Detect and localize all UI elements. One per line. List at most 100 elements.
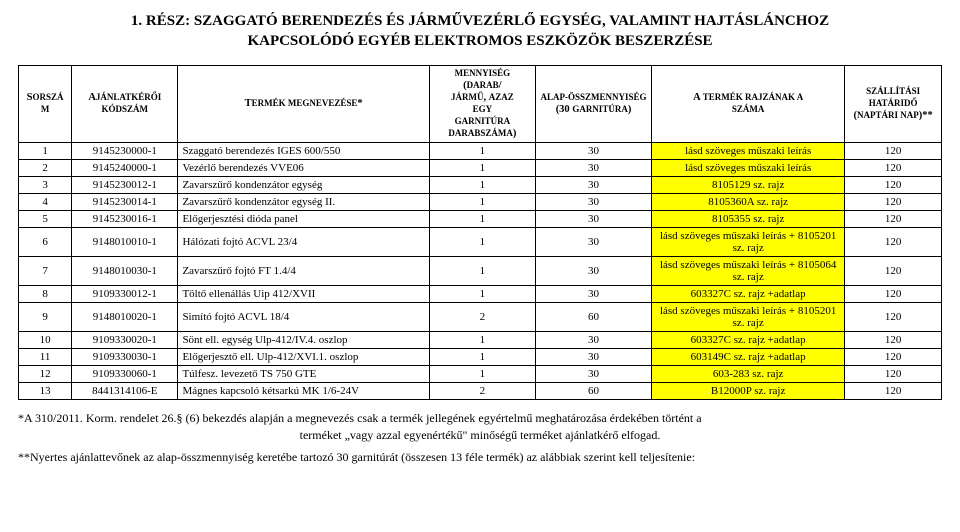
cell-nev: Túlfesz. levezető TS 750 GTE: [178, 366, 429, 383]
cell-sorszam: 12: [19, 366, 72, 383]
cell-deadline: 120: [845, 303, 942, 332]
cell-sorszam: 8: [19, 286, 72, 303]
table-row: 49145230014-1Zavarszűrő kondenzátor egys…: [19, 194, 942, 211]
hdr-txt: TERMÉK RAJZÁNAK A: [703, 92, 804, 102]
cell-deadline: 120: [845, 383, 942, 400]
cell-total: 30: [536, 143, 652, 160]
title-line-2: KAPCSOLÓDÓ EGYÉB ELEKTROMOS ESZKÖZÖK BES…: [247, 33, 712, 49]
hdr-txt: T: [245, 98, 252, 109]
cell-qty: 1: [429, 349, 535, 366]
hdr-txt: ): [628, 104, 632, 115]
cell-total: 30: [536, 228, 652, 257]
cell-deadline: 120: [845, 349, 942, 366]
table-row: 19145230000-1Szaggató berendezés IGES 60…: [19, 143, 942, 160]
cell-total: 30: [536, 211, 652, 228]
table-header-row: SORSZÁM AJÁNLATKÉRŐI KÓDSZÁM TERMÉK MEGN…: [19, 66, 942, 143]
cell-ref: lásd szöveges műszaki leírás + 8105201 s…: [652, 303, 845, 332]
col-sorszam: SORSZÁM: [19, 66, 72, 143]
cell-qty: 1: [429, 211, 535, 228]
hdr-txt: ALAP-ÖSSZMENNYISÉG: [541, 92, 647, 102]
cell-kodszam: 9145230000-1: [72, 143, 178, 160]
cell-sorszam: 2: [19, 160, 72, 177]
hdr-txt: HATÁRIDŐ: [869, 98, 918, 108]
footnotes: *A 310/2011. Korm. rendelet 26.§ (6) bek…: [18, 410, 942, 465]
cell-ref: lásd szöveges műszaki leírás: [652, 143, 845, 160]
table-body: 19145230000-1Szaggató berendezés IGES 60…: [19, 143, 942, 400]
cell-total: 30: [536, 286, 652, 303]
cell-ref: lásd szöveges műszaki leírás: [652, 160, 845, 177]
page-title: 1. RÉSZ: SZAGGATÓ BERENDEZÉS ÉS JÁRMŰVEZ…: [18, 12, 942, 51]
cell-total: 30: [536, 332, 652, 349]
note-text: terméket „vagy azzal egyenértékű" minősé…: [18, 427, 942, 443]
cell-kodszam: 9148010010-1: [72, 228, 178, 257]
cell-deadline: 120: [845, 160, 942, 177]
col-mennyiseg: MENNYISÉG (DARAB/ JÁRMŰ, AZAZ EGY GARNIT…: [429, 66, 535, 143]
cell-kodszam: 9148010030-1: [72, 257, 178, 286]
hdr-txt: A: [88, 92, 96, 103]
table-row: 138441314106-EMágnes kapcsoló kétsarkú M…: [19, 383, 942, 400]
cell-nev: Sönt ell. egység Ulp-412/IV.4. oszlop: [178, 332, 429, 349]
hdr-txt: (30: [556, 104, 573, 115]
hdr-txt: ): [513, 128, 517, 139]
cell-nev: Zavarszűrő kondenzátor egység: [178, 177, 429, 194]
cell-kodszam: 9145230012-1: [72, 177, 178, 194]
cell-kodszam: 8441314106-E: [72, 383, 178, 400]
cell-qty: 1: [429, 366, 535, 383]
cell-nev: Szaggató berendezés IGES 600/550: [178, 143, 429, 160]
cell-kodszam: 9109330060-1: [72, 366, 178, 383]
footnote-2: **Nyertes ajánlattevőnek az alap-összmen…: [18, 449, 942, 465]
cell-sorszam: 1: [19, 143, 72, 160]
products-table: SORSZÁM AJÁNLATKÉRŐI KÓDSZÁM TERMÉK MEGN…: [18, 65, 942, 400]
col-hatarido: SZÁLLÍTÁSI HATÁRIDŐ (NAPTÁRI NAP)**: [845, 66, 942, 143]
table-row: 99148010020-1Simító fojtó ACVL 18/4260lá…: [19, 303, 942, 332]
cell-ref: lásd szöveges műszaki leírás + 8105201 s…: [652, 228, 845, 257]
cell-total: 30: [536, 160, 652, 177]
hdr-txt: )**: [919, 110, 933, 121]
table-row: 79148010030-1Zavarszűrő fojtó FT 1.4/413…: [19, 257, 942, 286]
cell-nev: Simító fojtó ACVL 18/4: [178, 303, 429, 332]
cell-deadline: 120: [845, 257, 942, 286]
cell-ref: 8105129 sz. rajz: [652, 177, 845, 194]
cell-kodszam: 9145230014-1: [72, 194, 178, 211]
cell-qty: 2: [429, 383, 535, 400]
col-kodszam: AJÁNLATKÉRŐI KÓDSZÁM: [72, 66, 178, 143]
hdr-txt: A: [693, 92, 703, 103]
cell-deadline: 120: [845, 366, 942, 383]
cell-deadline: 120: [845, 332, 942, 349]
col-megnevezes: TERMÉK MEGNEVEZÉSE*: [178, 66, 429, 143]
cell-qty: 1: [429, 286, 535, 303]
table-row: 129109330060-1Túlfesz. levezető TS 750 G…: [19, 366, 942, 383]
hdr-txt: JÁNLATKÉRŐI: [96, 92, 161, 102]
table-row: 39145230012-1Zavarszűrő kondenzátor egys…: [19, 177, 942, 194]
footnote-1: *A 310/2011. Korm. rendelet 26.§ (6) bek…: [18, 410, 942, 442]
table-row: 89109330012-1Töltő ellenállás Uip 412/XV…: [19, 286, 942, 303]
cell-total: 30: [536, 349, 652, 366]
hdr-txt: ORSZÁM: [32, 92, 63, 114]
cell-sorszam: 5: [19, 211, 72, 228]
cell-kodszam: 9109330030-1: [72, 349, 178, 366]
cell-nev: Zavarszűrő kondenzátor egység II.: [178, 194, 429, 211]
cell-kodszam: 9145230016-1: [72, 211, 178, 228]
cell-deadline: 120: [845, 228, 942, 257]
cell-kodszam: 9148010020-1: [72, 303, 178, 332]
cell-qty: 1: [429, 160, 535, 177]
cell-total: 30: [536, 257, 652, 286]
cell-qty: 1: [429, 143, 535, 160]
cell-deadline: 120: [845, 143, 942, 160]
cell-kodszam: 9109330012-1: [72, 286, 178, 303]
cell-nev: Töltő ellenállás Uip 412/XVII: [178, 286, 429, 303]
table-row: 59145230016-1Előgerjesztési dióda panel1…: [19, 211, 942, 228]
cell-sorszam: 10: [19, 332, 72, 349]
cell-nev: Zavarszűrő fojtó FT 1.4/4: [178, 257, 429, 286]
table-row: 69148010010-1Hálózati fojtó ACVL 23/4130…: [19, 228, 942, 257]
col-rajz: A TERMÉK RAJZÁNAK A SZÁMA: [652, 66, 845, 143]
hdr-txt: MENNYISÉG: [455, 68, 511, 78]
cell-sorszam: 11: [19, 349, 72, 366]
cell-qty: 1: [429, 177, 535, 194]
cell-total: 60: [536, 383, 652, 400]
hdr-txt: NAPTÁRI NAP: [857, 110, 919, 120]
col-alap-ossz: ALAP-ÖSSZMENNYISÉG (30 GARNITÚRA): [536, 66, 652, 143]
cell-nev: Hálózati fojtó ACVL 23/4: [178, 228, 429, 257]
cell-ref: 603327C sz. rajz +adatlap: [652, 286, 845, 303]
cell-ref: 8105355 sz. rajz: [652, 211, 845, 228]
